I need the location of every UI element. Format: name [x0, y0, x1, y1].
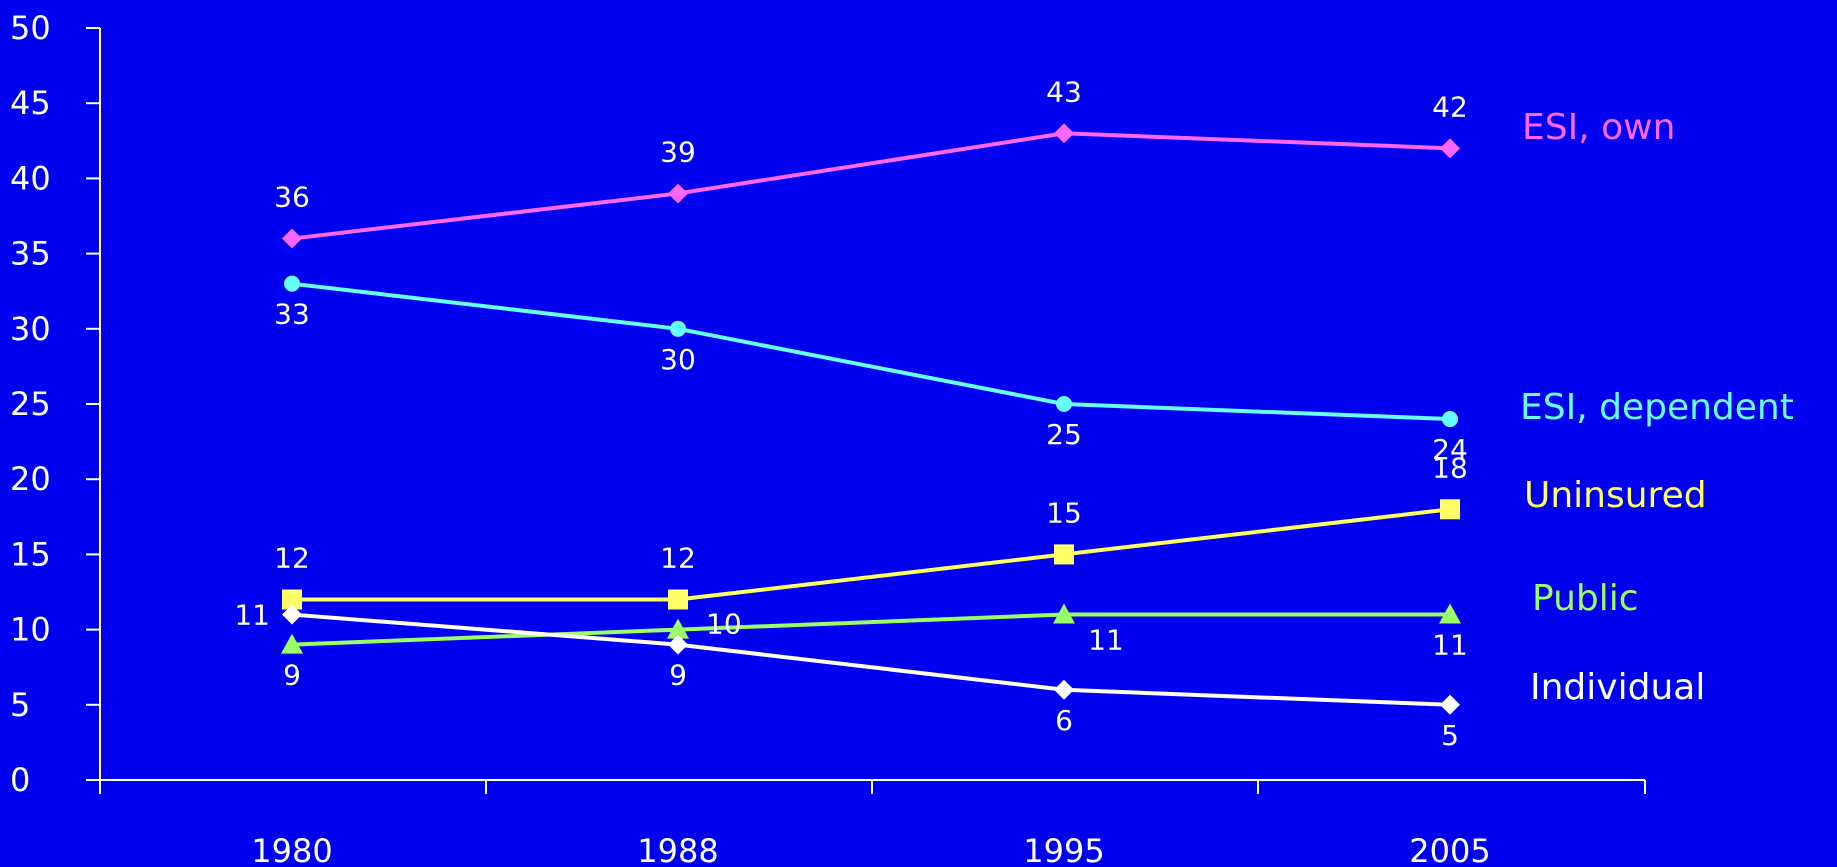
data-point-diamond: [282, 604, 302, 625]
series-markers: [281, 123, 1461, 715]
data-point-square: [668, 589, 688, 610]
data-label: 15: [1046, 496, 1082, 529]
data-label: 9: [669, 659, 687, 692]
data-label: 11: [1432, 629, 1468, 662]
series-line: [291, 131, 1451, 241]
data-point-square: [1440, 499, 1460, 520]
y-tick-label: 30: [10, 310, 51, 348]
data-label: 18: [1432, 451, 1468, 484]
data-point-diamond: [1440, 694, 1460, 715]
data-label: 11: [234, 599, 270, 632]
data-point-diamond: [668, 634, 688, 655]
data-label: 25: [1046, 418, 1082, 451]
data-point-circle: [670, 320, 686, 337]
data-label: 10: [706, 608, 742, 641]
data-labels: 36 39 43 42 33 30 25 24 12 12 15 18 9 10 11 11 11 9 6 5: [234, 75, 1467, 752]
series-name-label: Public: [1532, 578, 1639, 619]
data-label: 6: [1055, 704, 1073, 737]
axes: 0 5 10 15 20 25 30 35 40 45 50 1980 1988 1995 2005: [10, 9, 1646, 867]
y-tick-label: 10: [10, 611, 51, 649]
series-names: ESI, own ESI, dependent Uninsured Public Ind…: [1520, 107, 1794, 708]
data-point-triangle: [1053, 603, 1075, 624]
data-point-triangle: [281, 633, 303, 654]
data-label: 39: [660, 135, 696, 168]
data-label: 12: [660, 542, 696, 575]
data-point-circle: [1056, 396, 1072, 412]
y-tick-label: 50: [10, 9, 51, 47]
y-tick-label: 40: [10, 159, 51, 197]
series-name-label: Uninsured: [1524, 475, 1707, 516]
series-lines: [291, 131, 1451, 707]
x-tick-label: 1988: [637, 832, 718, 867]
data-point-square: [1054, 544, 1074, 565]
series-name-label: Individual: [1530, 667, 1705, 708]
y-tick-label: 0: [10, 761, 30, 799]
data-label: 36: [274, 181, 310, 214]
data-point-square: [282, 589, 302, 610]
data-label: 33: [274, 298, 310, 331]
y-tick-label: 25: [10, 385, 51, 423]
data-point-triangle: [667, 618, 689, 639]
data-label: 42: [1432, 90, 1468, 123]
data-point-diamond: [282, 228, 302, 249]
data-label: 9: [283, 659, 301, 692]
series-line: [292, 507, 1451, 602]
y-tick-label: 35: [10, 235, 51, 273]
series-name-label: ESI, dependent: [1520, 387, 1794, 428]
series-line: [291, 281, 1451, 422]
data-label: 12: [274, 542, 310, 575]
y-tick-label: 5: [10, 686, 30, 724]
data-point-diamond: [1440, 138, 1460, 159]
data-point-circle: [1442, 411, 1458, 428]
y-tick-label: 20: [10, 460, 51, 498]
x-tick-label: 1980: [251, 832, 332, 867]
x-tick-label: 2005: [1409, 832, 1490, 867]
data-point-circle: [284, 275, 300, 292]
data-label: 24: [1432, 433, 1468, 466]
x-tick-label: 1995: [1023, 832, 1104, 867]
data-label: 30: [660, 343, 696, 376]
data-label: 43: [1046, 75, 1082, 108]
data-point-diamond: [1054, 679, 1074, 700]
series-line: [291, 612, 1450, 647]
y-tick-label: 15: [10, 535, 51, 573]
data-label: 5: [1441, 719, 1459, 752]
data-point-diamond: [668, 183, 688, 204]
data-point-triangle: [1439, 603, 1461, 624]
data-label: 11: [1088, 624, 1124, 657]
y-tick-label: 45: [10, 84, 51, 122]
series-line: [291, 612, 1451, 707]
data-point-diamond: [1054, 123, 1074, 144]
series-name-label: ESI, own: [1522, 107, 1675, 148]
